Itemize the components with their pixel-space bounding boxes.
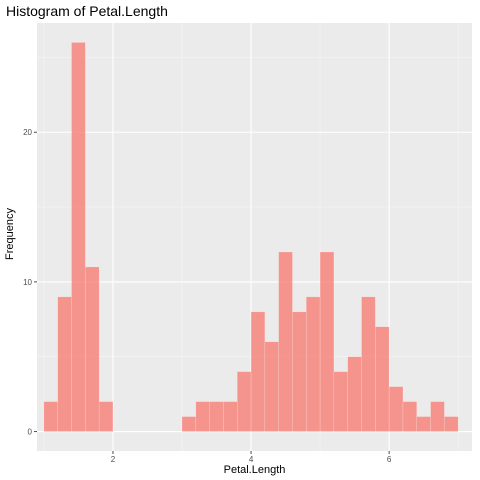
histogram-bar (264, 341, 279, 432)
chart-title: Histogram of Petal.Length (6, 3, 168, 19)
y-tick-label: 0 (28, 428, 33, 437)
x-axis-title: Petal.Length (224, 464, 286, 476)
histogram-bar (375, 326, 390, 432)
x-tick-label: 6 (387, 455, 392, 464)
x-axis: 2 4 6 (111, 451, 392, 464)
y-axis: 0 10 20 (23, 128, 37, 437)
histogram-bar (57, 296, 72, 432)
histogram-bar (223, 401, 238, 432)
histogram-bar (85, 266, 100, 432)
histogram-bar (388, 386, 404, 432)
histogram-bar (209, 401, 224, 432)
histogram-bar (333, 371, 348, 432)
histogram-bar (278, 251, 293, 432)
histogram-bar (361, 296, 376, 432)
histogram-bar (347, 356, 362, 432)
plot-panel (37, 23, 472, 451)
histogram-bar (250, 311, 266, 432)
histogram-bar (416, 416, 431, 432)
y-axis-title: Frequency (4, 208, 16, 260)
histogram-bar (236, 371, 252, 432)
histogram-bar (98, 401, 114, 432)
histogram-bar (319, 251, 335, 432)
x-tick-label: 2 (111, 455, 116, 464)
histogram-bar (306, 296, 321, 432)
y-tick-label: 20 (23, 128, 32, 137)
histogram-bar (444, 416, 459, 432)
x-tick-label: 4 (249, 455, 254, 464)
histogram-bar (181, 416, 197, 432)
histogram-bar (402, 401, 418, 432)
histogram-bar (430, 401, 445, 432)
histogram-bar (43, 401, 58, 432)
histogram-bar (195, 401, 210, 432)
histogram-bar (292, 311, 307, 432)
y-tick-label: 10 (23, 278, 32, 287)
histogram-bar (71, 42, 86, 432)
